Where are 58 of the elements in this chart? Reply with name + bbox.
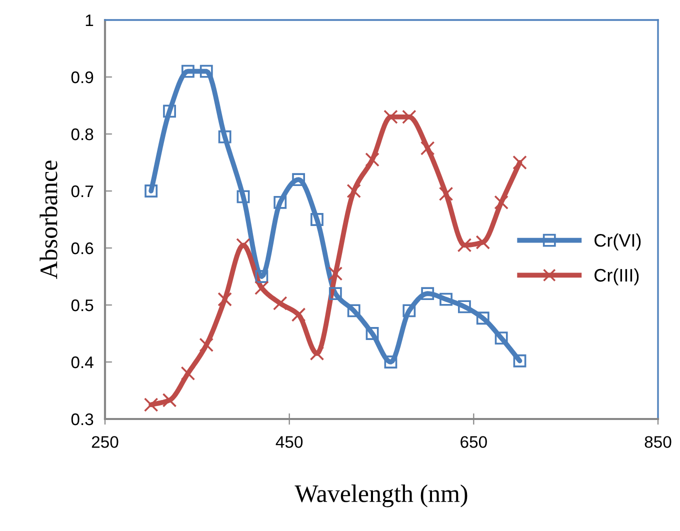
- point: [512, 155, 527, 170]
- x-tick-label: 650: [460, 436, 487, 448]
- point: [272, 296, 288, 310]
- y-tick-label: 0.3: [71, 413, 94, 426]
- x-tick-label: 450: [276, 436, 303, 448]
- y-tick-label: 0.8: [71, 128, 94, 140]
- point: [199, 338, 214, 352]
- point: [180, 366, 196, 381]
- point: [476, 312, 490, 325]
- point: [365, 152, 380, 167]
- point: [200, 64, 213, 78]
- point: [255, 270, 268, 283]
- point: [438, 186, 454, 202]
- point: [144, 398, 158, 412]
- point: [458, 300, 471, 314]
- y-tick-label: 1: [86, 14, 94, 26]
- point: [457, 238, 472, 252]
- point: [513, 354, 526, 368]
- y-tick-label: 0.6: [71, 242, 94, 254]
- point: [347, 304, 360, 318]
- point: [384, 110, 398, 124]
- point: [328, 287, 342, 300]
- point: [310, 346, 324, 361]
- point: [291, 308, 306, 322]
- y-tick-label: 0.5: [71, 299, 94, 312]
- point: [236, 238, 250, 252]
- point: [163, 104, 176, 118]
- point: [420, 141, 435, 156]
- legend-label: Cr(VI): [594, 234, 641, 250]
- point: [476, 235, 490, 250]
- point: [292, 173, 306, 186]
- x-tick-label: 250: [92, 436, 118, 448]
- point: [366, 327, 379, 340]
- y-tick-label: 0.7: [71, 185, 94, 198]
- point: [494, 332, 508, 345]
- point: [218, 292, 232, 306]
- point: [274, 196, 287, 209]
- y-tick-label: 0.4: [71, 356, 94, 368]
- x-axis-title: Wavelength (nm): [294, 484, 468, 508]
- point: [421, 287, 434, 300]
- point: [310, 213, 324, 226]
- y-tick-label: 0.9: [71, 71, 94, 84]
- point: [346, 184, 362, 198]
- point: [494, 195, 508, 210]
- point: [144, 184, 158, 198]
- point: [162, 393, 177, 408]
- point: [402, 304, 416, 318]
- point: [402, 110, 416, 124]
- point: [181, 64, 194, 78]
- x-tick-label: 850: [644, 436, 672, 448]
- y-axis-title: Absorbance: [40, 160, 58, 279]
- point: [440, 292, 452, 306]
- point: [236, 190, 250, 204]
- point: [254, 280, 269, 296]
- legend-label: Cr(III): [594, 268, 639, 286]
- point: [328, 266, 343, 281]
- point: [384, 356, 398, 368]
- point: [218, 130, 232, 144]
